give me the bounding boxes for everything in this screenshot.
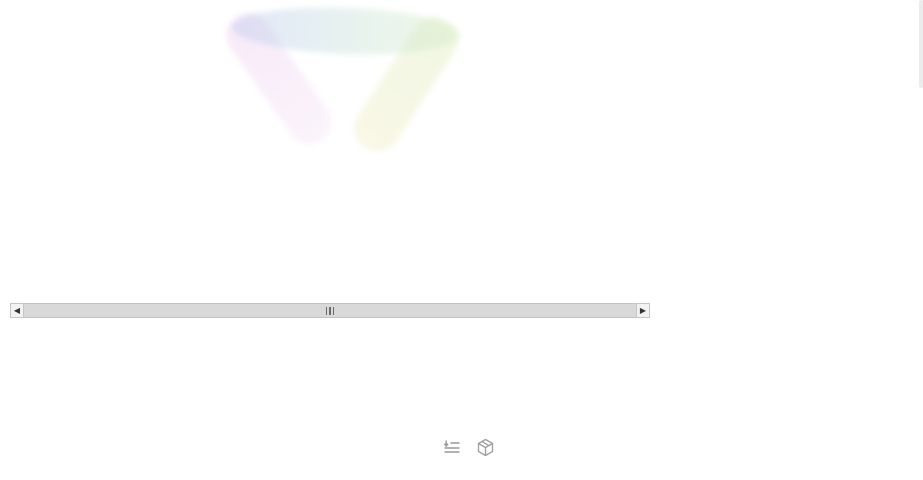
scroll-right-button[interactable]: ▶ bbox=[636, 303, 650, 318]
scrollbar-grip[interactable] bbox=[325, 306, 335, 315]
footer-toolbar bbox=[443, 438, 495, 457]
range-scrollbar[interactable]: ◀ ▶ bbox=[10, 303, 650, 318]
page-scrollbar[interactable] bbox=[919, 0, 923, 88]
package-cube-icon[interactable] bbox=[476, 438, 495, 457]
orders-chart bbox=[0, 0, 690, 252]
order-list-icon[interactable] bbox=[443, 439, 461, 456]
scroll-left-button[interactable]: ◀ bbox=[10, 303, 24, 318]
scrollbar-track[interactable] bbox=[24, 303, 636, 318]
